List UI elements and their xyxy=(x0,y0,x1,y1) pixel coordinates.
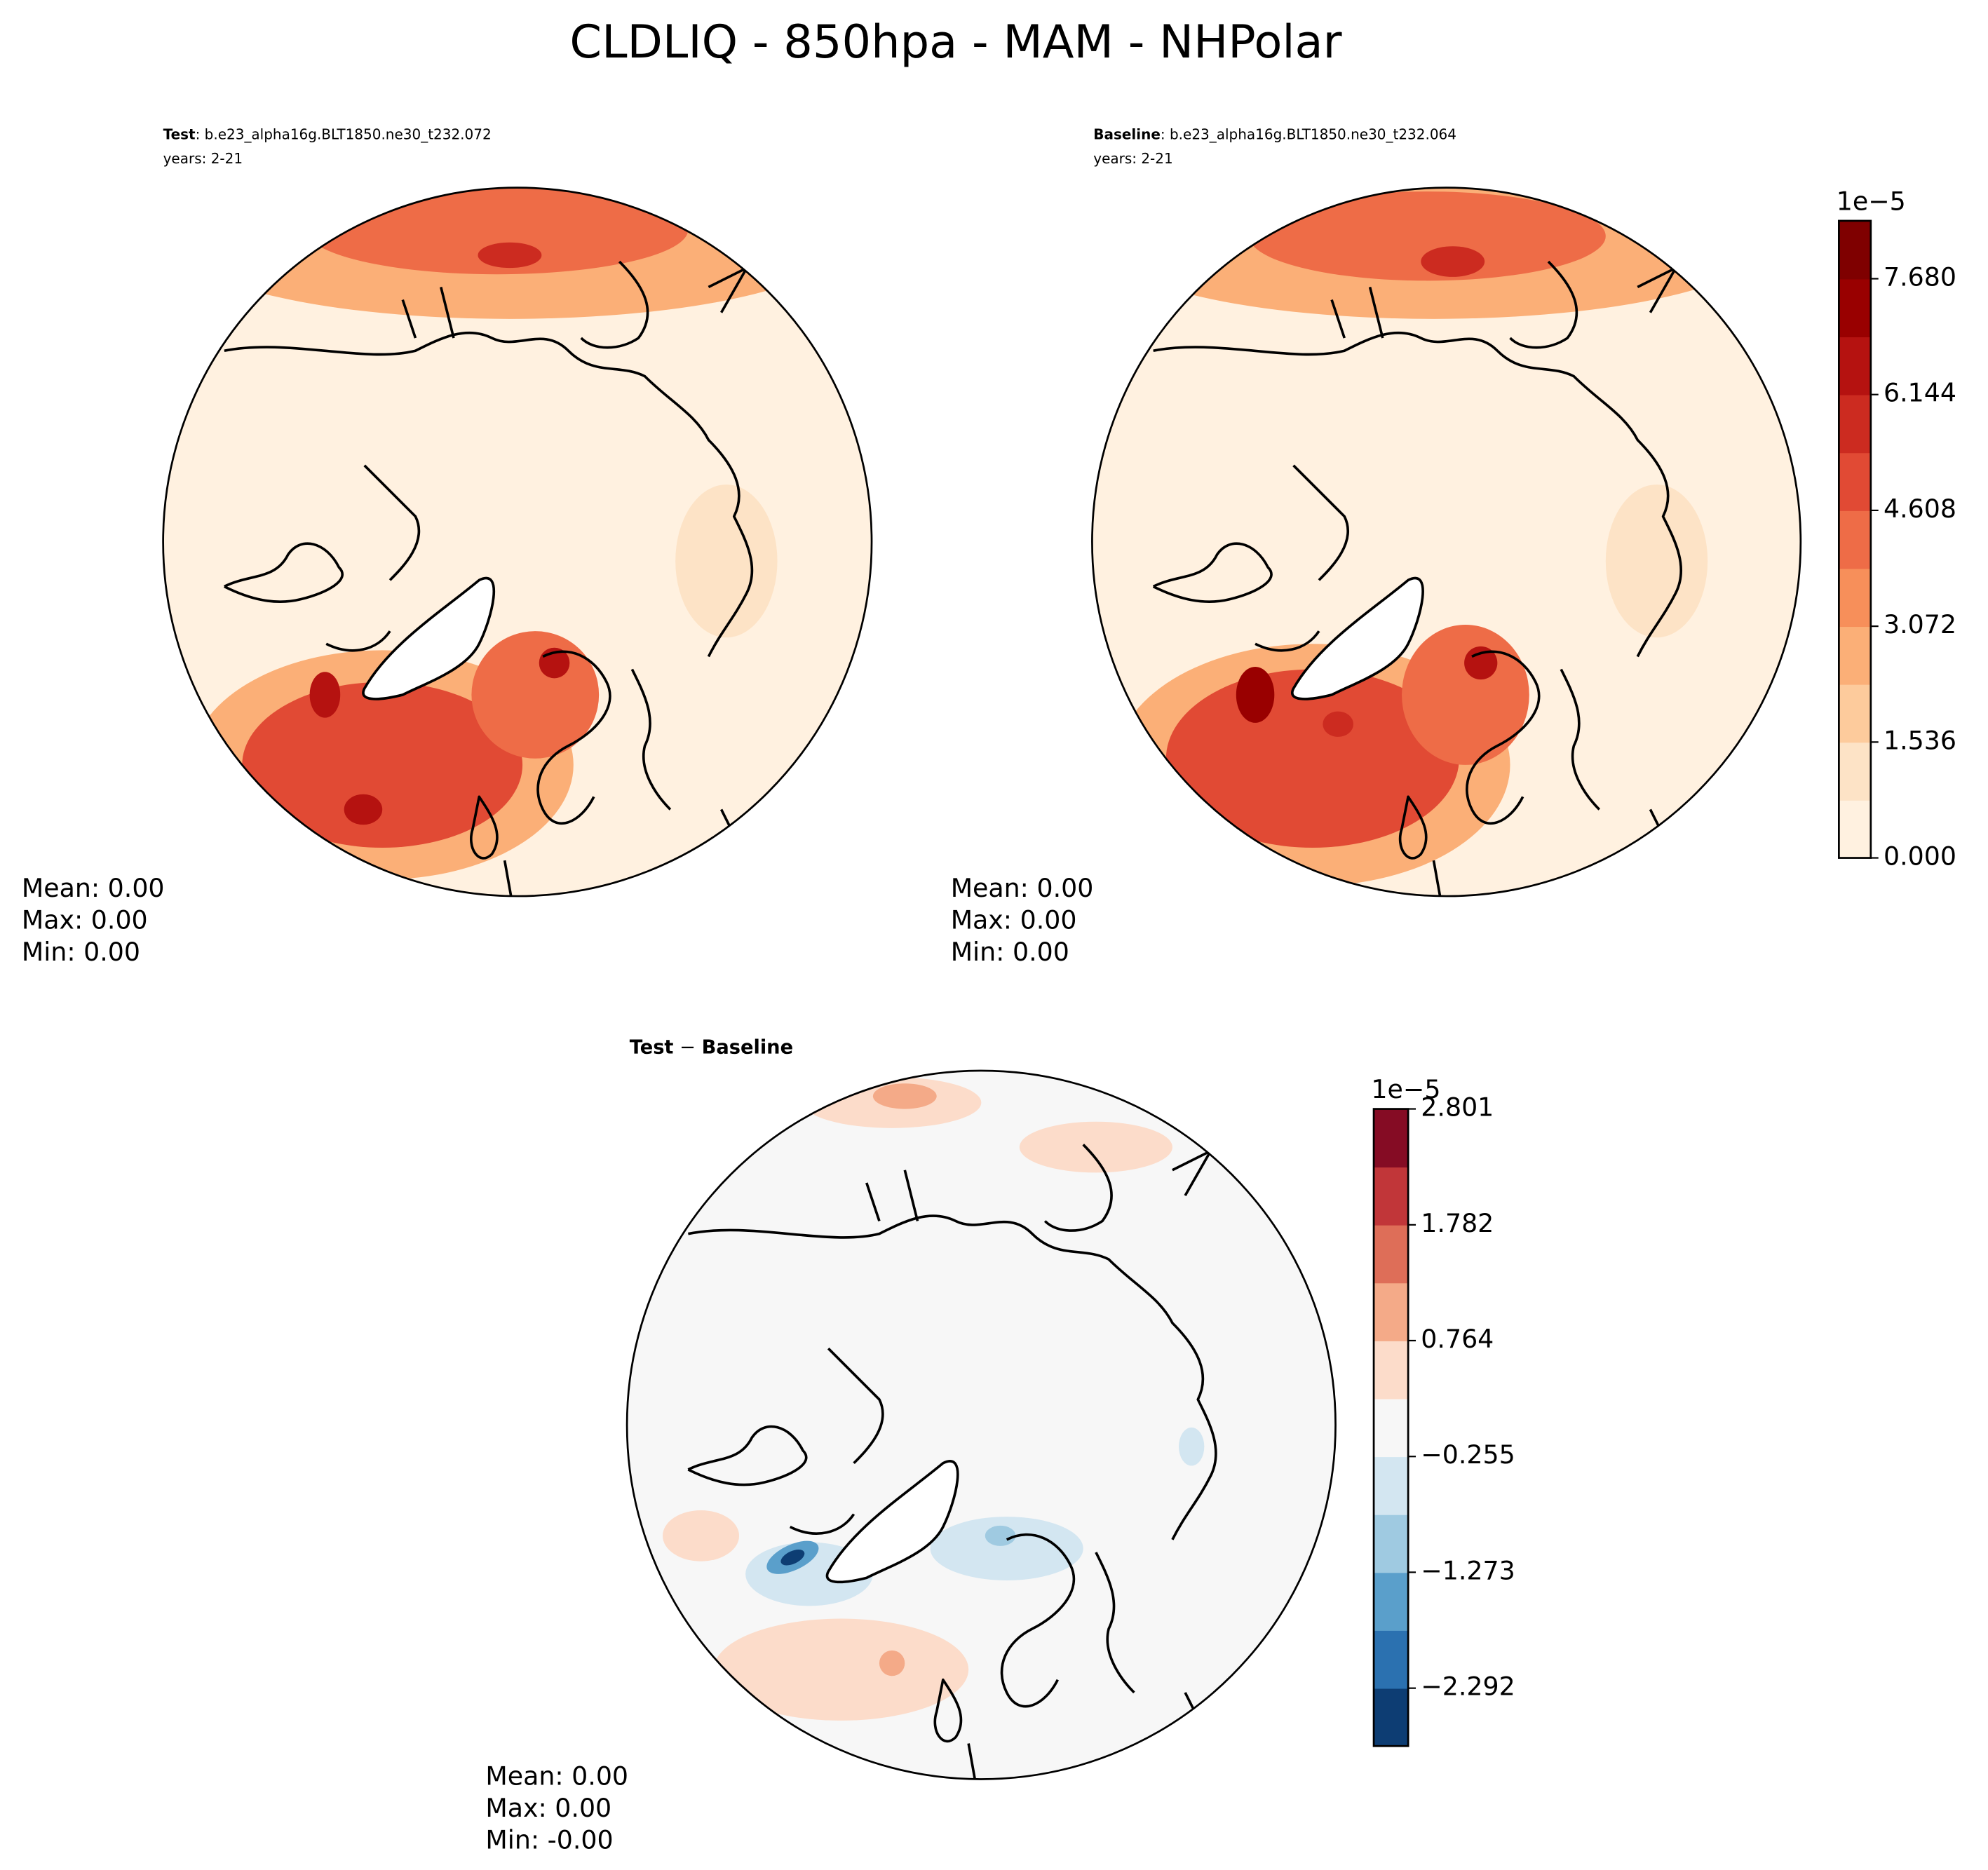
colorbar-multiplier: 1e−5 xyxy=(1837,186,1906,216)
colorbar-band xyxy=(1374,1340,1409,1400)
colorbar-band xyxy=(1839,568,1871,628)
map xyxy=(627,1071,1336,1780)
stat: Mean: 0.00 xyxy=(951,873,1094,903)
colorbar-band xyxy=(1374,1167,1409,1226)
colorbar-band xyxy=(1374,1514,1409,1573)
years: years: 2-21 xyxy=(1093,150,1172,167)
colorbar-tick-label: 2.801 xyxy=(1421,1092,1494,1123)
colorbar: 1e−5 −2.292 −1.273 −0.255 0.764 1.782 2.801 xyxy=(1371,1074,1515,1747)
stat: Min: 0.00 xyxy=(951,937,1069,967)
colorbar: 1e−5 0.000 1.536 3.072 4.608 6.144 7.680 xyxy=(1837,186,1956,871)
colorbar-tick-label: 4.608 xyxy=(1884,494,1956,524)
map xyxy=(1092,187,1801,897)
colorbar-band xyxy=(1839,626,1871,685)
colorbar-band xyxy=(1374,1109,1409,1168)
panel-header: Baseline: b.e23_alpha16g.BLT1850.ne30_t2… xyxy=(1093,126,1456,143)
panel-label: Baseline xyxy=(1093,126,1161,143)
figure-title: CLDLIQ - 850hpa - MAM - NHPolar xyxy=(569,15,1341,69)
stat: Min: 0.00 xyxy=(22,937,140,967)
colorbar-tick-label: −2.292 xyxy=(1421,1672,1515,1702)
colorbar-band xyxy=(1839,220,1871,280)
colorbar-band xyxy=(1839,684,1871,743)
colorbar-band xyxy=(1374,1398,1409,1458)
colorbar-band xyxy=(1839,452,1871,511)
stat: Mean: 0.00 xyxy=(22,873,165,903)
colorbar-tick-label: 3.072 xyxy=(1884,609,1956,639)
map-boundary xyxy=(626,1069,1337,1780)
colorbar-tick-label: 6.144 xyxy=(1884,378,1956,408)
map xyxy=(163,187,872,897)
panel-label: Test xyxy=(163,126,196,143)
panel-label: Test xyxy=(630,1036,674,1058)
map-boundary xyxy=(1091,187,1802,897)
colorbar-band xyxy=(1839,337,1871,395)
colorbar-band xyxy=(1839,510,1871,569)
panel-header: Test − Baseline xyxy=(630,1036,793,1058)
colorbar-band xyxy=(1374,1456,1409,1515)
colorbar-tick-label: 1.536 xyxy=(1884,725,1956,755)
colorbar-tick-label: 0.764 xyxy=(1421,1324,1494,1354)
colorbar-band xyxy=(1839,799,1871,859)
colorbar-tick-label: 1.782 xyxy=(1421,1208,1494,1238)
colorbar-band xyxy=(1839,394,1871,454)
colorbar-tick-label: −0.255 xyxy=(1421,1439,1515,1470)
colorbar-band xyxy=(1374,1688,1409,1747)
years: years: 2-21 xyxy=(163,150,243,167)
colorbar-band xyxy=(1374,1282,1409,1341)
map-boundary xyxy=(162,187,873,897)
colorbar-band xyxy=(1839,278,1871,338)
case-name: : b.e23_alpha16g.BLT1850.ne30_t232.064 xyxy=(1161,126,1456,143)
stat: Mean: 0.00 xyxy=(485,1761,628,1791)
colorbar-frame xyxy=(1372,1108,1409,1747)
panel-header: Test: b.e23_alpha16g.BLT1850.ne30_t232.0… xyxy=(163,126,492,143)
colorbar-band xyxy=(1374,1630,1409,1689)
colorbar-tick-label: 0.000 xyxy=(1884,841,1956,872)
stat: Min: -0.00 xyxy=(485,1825,613,1855)
colorbar-frame xyxy=(1838,219,1872,859)
stat: Max: 0.00 xyxy=(951,904,1077,935)
stat: Max: 0.00 xyxy=(485,1793,611,1823)
colorbar-band xyxy=(1374,1572,1409,1631)
panel-label: Baseline xyxy=(702,1036,793,1058)
separator: − xyxy=(673,1036,701,1058)
case-name: : b.e23_alpha16g.BLT1850.ne30_t232.072 xyxy=(196,126,492,143)
colorbar-band xyxy=(1374,1224,1409,1284)
colorbar-band xyxy=(1839,742,1871,801)
colorbar-multiplier: 1e−5 xyxy=(1371,1074,1440,1104)
colorbar-tick-label: −1.273 xyxy=(1421,1555,1515,1585)
colorbar-tick-label: 7.680 xyxy=(1884,262,1956,292)
stat: Max: 0.00 xyxy=(22,904,148,935)
